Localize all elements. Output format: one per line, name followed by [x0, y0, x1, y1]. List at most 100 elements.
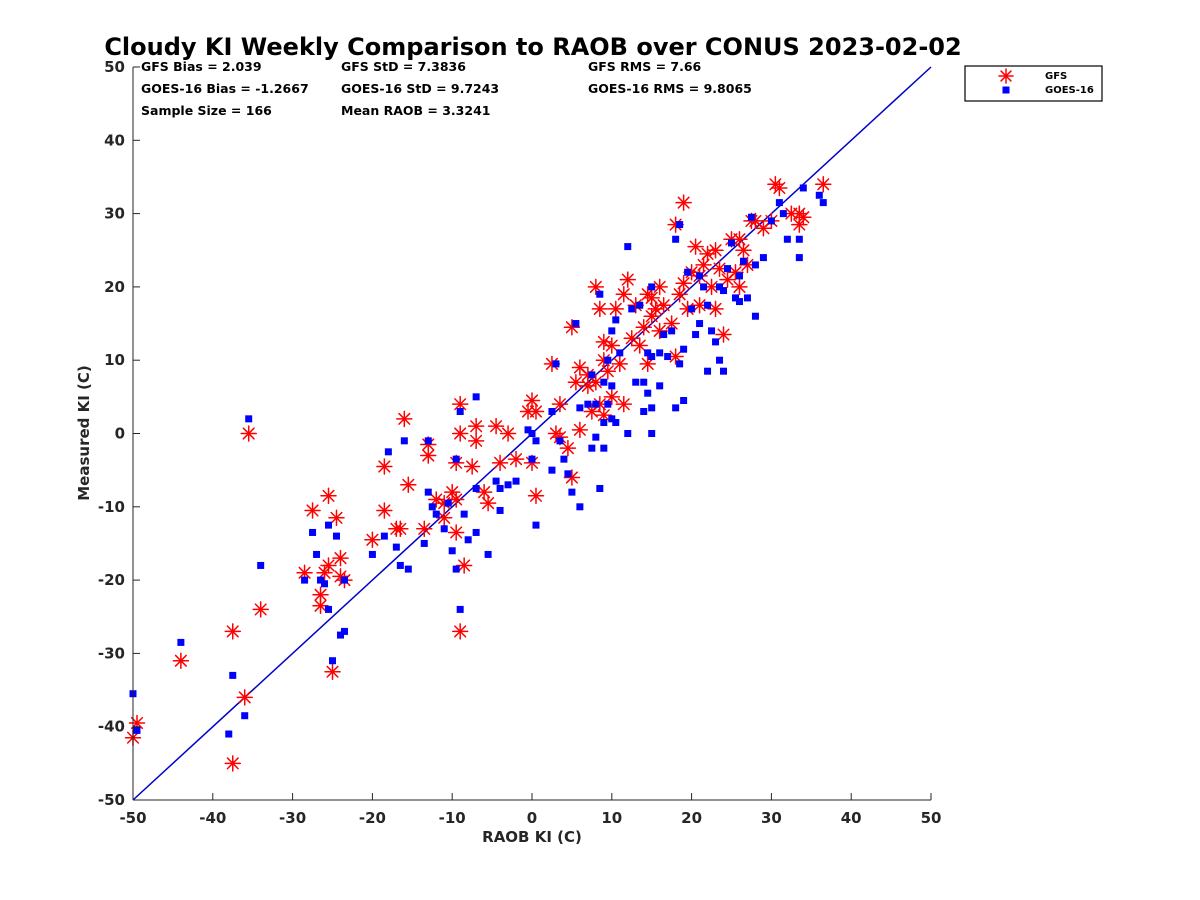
y-tick-label: -50 — [98, 791, 125, 809]
legend-gfs-label: GFS — [1045, 71, 1067, 82]
gfs-point — [447, 491, 465, 508]
goes16-point — [560, 455, 568, 463]
gfs-point — [591, 300, 609, 318]
gfs-point — [392, 520, 409, 538]
gfs-point — [675, 274, 692, 292]
gfs-point — [795, 209, 812, 226]
goes16-point — [747, 213, 755, 221]
gfs-point — [727, 263, 744, 281]
gfs-point — [400, 476, 417, 494]
goes16-point — [596, 484, 604, 492]
goes16-point — [332, 532, 340, 540]
gfs-point — [224, 755, 241, 772]
x-tick-label: -50 — [119, 809, 146, 827]
goes16-legend-square — [1002, 86, 1010, 94]
goes16-point — [584, 400, 592, 408]
goes16-point — [604, 356, 612, 364]
legend: GFS GOES-16 — [964, 65, 1103, 102]
goes16-point — [668, 327, 676, 335]
goes16-point — [301, 576, 309, 584]
gfs-point — [695, 256, 712, 274]
goes16-point — [524, 426, 532, 434]
goes16-point — [664, 353, 672, 361]
goes16-point — [616, 349, 624, 357]
gfs-point — [447, 524, 465, 541]
x-tick-label: -30 — [279, 809, 306, 827]
x-tick-label: -10 — [439, 809, 466, 827]
goes16-point — [229, 671, 237, 679]
x-tick-label: 40 — [841, 809, 862, 827]
goes16-point — [644, 389, 652, 397]
goes16-point — [552, 360, 560, 368]
goes16-point — [225, 730, 233, 738]
goes16-point — [632, 378, 640, 386]
gfs-point — [631, 337, 648, 354]
gfs-point — [376, 458, 393, 475]
gfs-point — [236, 689, 253, 706]
goes16-point — [600, 444, 608, 452]
goes16-point — [648, 283, 656, 291]
ticks-layer: -50 -40 -30 -20 -10 0 10 20 30 40 50 50 40 30 20 10 0 -10… — [98, 58, 942, 827]
goes16-point — [576, 503, 584, 511]
gfs-point — [240, 425, 257, 442]
goes16-point — [640, 378, 648, 386]
plot-area: -50 -40 -30 -20 -10 0 10 20 30 40 50 50 40 30 20 10 0 -10… — [98, 58, 942, 827]
y-tick-label: -20 — [98, 571, 125, 589]
goes16-point — [735, 272, 743, 280]
y-tick-label: -30 — [98, 644, 125, 662]
gfs-point — [639, 355, 656, 373]
x-tick-label: 0 — [527, 809, 537, 827]
goes16-point — [564, 470, 572, 478]
goes16-point — [751, 312, 759, 320]
goes16-point — [329, 657, 336, 665]
goes16-point — [452, 565, 460, 573]
goes16-point — [504, 481, 512, 489]
gfs-point — [615, 395, 633, 413]
gfs-point — [451, 395, 469, 413]
data-points-layer — [124, 176, 832, 772]
goes16-point — [775, 199, 783, 207]
goes16-point — [716, 356, 724, 364]
goes16-point — [688, 305, 696, 313]
goes16-point — [568, 488, 576, 496]
goes16-point — [532, 521, 540, 529]
goes16-point — [680, 345, 688, 353]
legend-goes-marker — [1002, 86, 1010, 94]
goes16-point — [660, 331, 668, 339]
goes16-point — [712, 338, 720, 346]
gfs-point — [328, 509, 345, 527]
goes16-point — [680, 397, 688, 405]
goes16-point — [672, 404, 680, 412]
goes16-point — [783, 235, 791, 243]
gfs-point — [252, 601, 269, 618]
gfs-point — [451, 425, 469, 442]
goes16-point — [624, 243, 632, 251]
goes16-point — [396, 561, 404, 569]
x-tick-label: 20 — [681, 809, 702, 827]
gfs-point — [563, 469, 581, 486]
goes16-point — [735, 298, 743, 306]
goes16-point — [496, 484, 504, 492]
goes16-point — [612, 316, 620, 324]
stat-goes-rms: GOES-16 RMS = 9.8065 — [588, 81, 752, 96]
gfs-point — [655, 296, 672, 314]
goes16-point — [460, 510, 468, 518]
gfs-point — [451, 623, 469, 640]
goes16-point — [604, 400, 612, 408]
x-tick-label: 50 — [921, 809, 942, 827]
goes16-point — [636, 301, 644, 309]
gfs-point — [467, 432, 485, 450]
goes16-point — [692, 331, 700, 339]
goes16-point — [676, 360, 684, 368]
gfs-point — [551, 395, 569, 413]
legend-box — [964, 65, 1103, 102]
goes16-point — [704, 367, 712, 375]
goes16-point — [612, 419, 620, 427]
goes16-point — [384, 448, 392, 456]
gfs-point — [615, 285, 633, 303]
goes16-point — [759, 254, 767, 262]
stats-block: GFS Bias = 2.039 GFS StD = 7.3836 GFS RM… — [141, 59, 752, 118]
goes16-point — [624, 430, 632, 437]
gfs-point — [567, 373, 585, 391]
goes16-point — [444, 499, 452, 507]
